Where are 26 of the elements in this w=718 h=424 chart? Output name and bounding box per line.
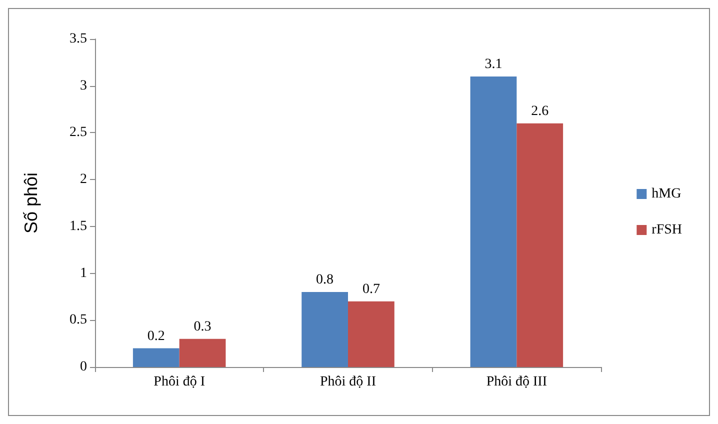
bar [132, 348, 180, 367]
bar [348, 301, 394, 367]
x-tick-label: Phôi độ III [486, 374, 548, 390]
bar [179, 338, 226, 367]
y-axis-title: Số phôi [21, 172, 41, 234]
x-tick-label: Phôi độ II [320, 374, 376, 390]
y-tick-label: 1 [80, 266, 87, 281]
data-label: 2.6 [531, 104, 549, 119]
y-tick-label: 3.5 [70, 32, 87, 46]
legend-label: rFSH [652, 222, 682, 238]
bar [302, 292, 348, 367]
y-tick-label: 0.5 [70, 312, 87, 328]
bar [516, 123, 564, 367]
data-label: 3.1 [484, 56, 502, 72]
y-tick-label: 2 [80, 172, 87, 188]
y-tick-label: 3 [80, 78, 87, 94]
y-tick-label: 0 [80, 360, 87, 374]
x-tick-label: Phôi độ I [154, 374, 206, 390]
y-tick-label: 2.5 [70, 125, 87, 140]
y-tick-label: 1.5 [70, 218, 87, 234]
data-label: 0.3 [194, 319, 212, 334]
data-label: 0.7 [362, 282, 380, 297]
bar [470, 76, 517, 367]
data-label: 0.2 [147, 328, 165, 344]
legend-label: hMG [652, 186, 682, 202]
data-label: 0.8 [316, 272, 334, 288]
